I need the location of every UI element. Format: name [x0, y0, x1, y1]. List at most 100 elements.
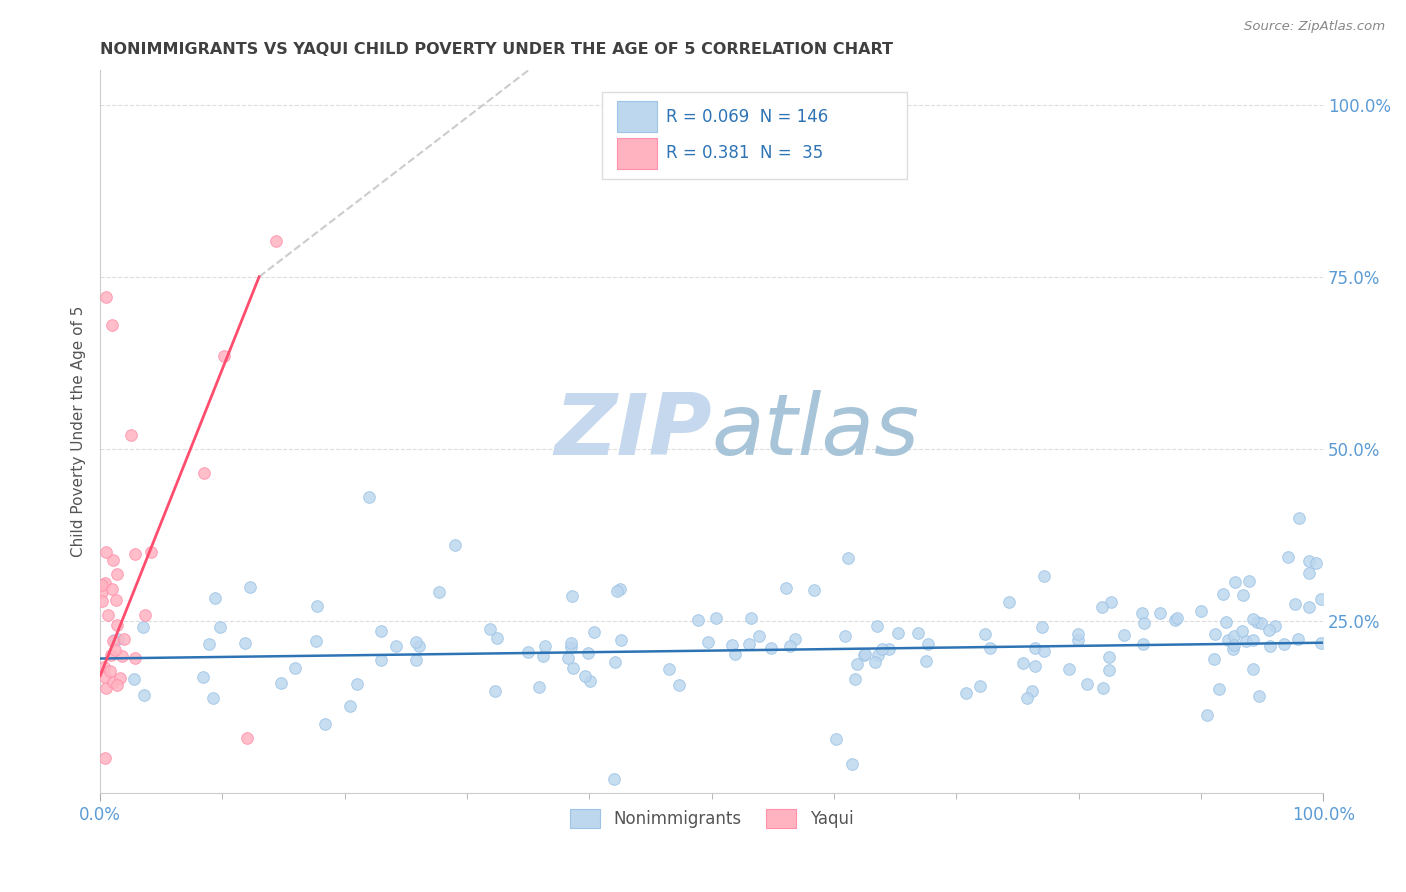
Point — [1091, 681, 1114, 695]
Point — [1277, 549, 1299, 564]
Point — [1204, 626, 1226, 640]
Point — [94, 751, 117, 765]
Point — [98, 664, 121, 678]
Point — [560, 640, 582, 655]
Point — [740, 611, 762, 625]
Point — [96, 290, 118, 304]
Point — [1241, 612, 1264, 626]
Point — [1250, 615, 1272, 630]
Y-axis label: Child Poverty Under the Age of 5: Child Poverty Under the Age of 5 — [72, 306, 86, 558]
Point — [853, 647, 876, 661]
Point — [1114, 628, 1136, 642]
Point — [107, 632, 129, 647]
Point — [1097, 664, 1119, 678]
Point — [1310, 636, 1333, 650]
Point — [124, 651, 146, 665]
Point — [1298, 554, 1320, 568]
Point — [1164, 613, 1187, 627]
Point — [517, 645, 540, 659]
Point — [1223, 575, 1246, 590]
Point — [1298, 566, 1320, 580]
Point — [697, 635, 720, 649]
Point — [1237, 574, 1260, 588]
Point — [1166, 611, 1188, 625]
Text: R = 0.069  N = 146: R = 0.069 N = 146 — [666, 108, 828, 126]
Point — [314, 717, 336, 731]
Point — [866, 619, 889, 633]
Point — [955, 685, 977, 699]
Point — [1272, 637, 1295, 651]
Point — [779, 640, 801, 654]
Point — [1284, 597, 1306, 611]
Point — [865, 655, 887, 669]
Point — [105, 678, 128, 692]
Point — [305, 634, 328, 648]
Point — [1149, 606, 1171, 620]
Point — [1024, 640, 1046, 655]
Point — [1258, 623, 1281, 637]
Point — [103, 633, 125, 648]
Point — [101, 582, 124, 596]
Point — [533, 639, 555, 653]
Point — [94, 545, 117, 559]
Point — [283, 660, 305, 674]
Point — [1091, 600, 1114, 615]
Point — [1067, 633, 1090, 648]
Point — [574, 668, 596, 682]
Point — [105, 566, 128, 581]
Point — [1288, 510, 1310, 524]
Point — [1204, 652, 1226, 666]
Point — [561, 589, 583, 603]
Point — [748, 629, 770, 643]
Point — [193, 467, 215, 481]
Point — [233, 636, 256, 650]
Point — [90, 585, 112, 599]
Point — [307, 599, 329, 613]
Point — [1223, 629, 1246, 643]
Point — [204, 591, 226, 606]
Point — [111, 648, 134, 663]
Point — [198, 637, 221, 651]
Point — [94, 670, 117, 684]
Point — [105, 618, 128, 632]
Point — [212, 350, 235, 364]
Point — [1258, 640, 1281, 654]
Text: Source: ZipAtlas.com: Source: ZipAtlas.com — [1244, 20, 1385, 33]
Point — [576, 646, 599, 660]
Point — [841, 756, 863, 771]
Point — [124, 548, 146, 562]
Point — [104, 643, 127, 657]
Point — [557, 651, 579, 665]
Point — [738, 637, 761, 651]
Point — [339, 699, 361, 714]
Legend: Nonimmigrants, Yaqui: Nonimmigrants, Yaqui — [564, 802, 860, 835]
Point — [141, 545, 163, 559]
Point — [834, 630, 856, 644]
Point — [724, 648, 747, 662]
Text: atlas: atlas — [711, 390, 920, 473]
Point — [825, 731, 848, 746]
Point — [1241, 663, 1264, 677]
Point — [1024, 659, 1046, 673]
Point — [1309, 592, 1331, 607]
Point — [108, 671, 131, 685]
Point — [478, 622, 501, 636]
Point — [346, 677, 368, 691]
Point — [606, 584, 628, 599]
Point — [1033, 644, 1056, 658]
Text: ZIP: ZIP — [554, 390, 711, 473]
Point — [1230, 624, 1253, 638]
Point — [610, 633, 633, 648]
Point — [562, 661, 585, 675]
Point — [668, 678, 690, 692]
Point — [1232, 588, 1254, 602]
Point — [134, 608, 156, 623]
Point — [603, 655, 626, 669]
Point — [384, 640, 406, 654]
Point — [485, 631, 508, 645]
Point — [122, 672, 145, 686]
Point — [979, 640, 1001, 655]
FancyBboxPatch shape — [617, 138, 657, 169]
Point — [97, 607, 120, 622]
Point — [1133, 615, 1156, 630]
